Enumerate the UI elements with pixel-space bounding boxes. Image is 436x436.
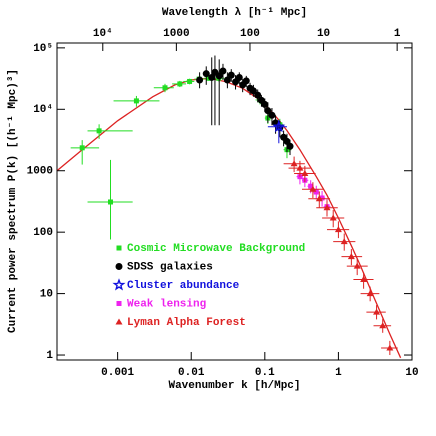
data-point: [223, 76, 231, 84]
legend: Cosmic Microwave Background SDSS galaxies…: [112, 243, 305, 329]
y-tick-label: 1: [46, 350, 53, 362]
data-point: [264, 107, 272, 115]
y-tick-label: 1000: [27, 166, 53, 178]
legend-marker: [112, 278, 126, 291]
data-point: [268, 111, 276, 119]
legend-symbol: [116, 245, 122, 251]
y-tick-label: 100: [33, 227, 53, 239]
data-point: [313, 189, 319, 195]
x-tick-label: 0.1: [255, 367, 275, 379]
legend-label: Cluster abundance: [127, 280, 240, 292]
data-point: [202, 70, 210, 78]
top-tick-label: 10⁴: [93, 28, 113, 40]
data-point: [308, 183, 314, 189]
data-point: [79, 145, 85, 151]
data-point: [319, 195, 325, 201]
plot-area: [57, 55, 402, 359]
x-tick-label: 10: [405, 367, 418, 379]
legend-symbol: [115, 263, 123, 270]
data-point: [254, 91, 262, 99]
data-point: [162, 85, 168, 91]
data-point: [108, 199, 114, 205]
y-axis-label: Current power spectrum P(k) [(h⁻¹ Mpc)³]: [7, 69, 19, 333]
data-point: [272, 119, 286, 133]
top-tick-label: 10: [317, 28, 330, 40]
data-point: [196, 76, 204, 84]
data-point: [242, 77, 250, 85]
data-point: [301, 170, 309, 177]
data-point: [366, 290, 374, 297]
x-tick-label: 1: [335, 367, 342, 379]
legend-label: Weak lensing: [127, 298, 206, 310]
legend-marker: [115, 263, 123, 270]
legend-marker: [115, 318, 123, 325]
data-point: [261, 100, 269, 108]
data-point: [373, 308, 381, 315]
y-tick-label: 10: [40, 289, 53, 301]
y-tick-label: 10⁵: [33, 43, 53, 55]
data-point: [347, 253, 355, 260]
legend-marker: [116, 301, 122, 306]
data-point: [286, 142, 294, 150]
data-point: [96, 128, 102, 134]
data-point: [334, 226, 342, 233]
data-point: [187, 78, 193, 84]
x-tick-label: 0.001: [101, 367, 134, 379]
plot-frame: [56, 42, 413, 361]
data-point: [315, 195, 323, 202]
legend-symbol: [112, 278, 126, 291]
top-tick-label: 1000: [163, 28, 189, 40]
data-point: [340, 238, 348, 245]
data-point: [323, 204, 331, 211]
data-point: [249, 87, 257, 95]
legend-symbol: [115, 318, 123, 325]
data-point: [309, 185, 317, 192]
x-tick-label: 0.01: [178, 367, 205, 379]
top-tick-label: 1: [394, 28, 401, 40]
data-point: [290, 160, 298, 167]
data-point: [133, 98, 139, 104]
data-point: [329, 214, 337, 221]
data-point: [227, 71, 235, 79]
data-point: [208, 73, 216, 81]
x-axis-label: Wavenumber k [h/Mpc]: [168, 380, 300, 392]
top-tick-label: 100: [240, 28, 260, 40]
legend-marker: [116, 245, 122, 251]
legend-label: Cosmic Microwave Background: [127, 243, 305, 255]
data-point: [360, 275, 368, 282]
data-point: [219, 67, 227, 75]
legend-symbol: [116, 301, 122, 306]
data-point: [353, 262, 361, 269]
data-point: [379, 322, 387, 329]
legend-label: Lyman Alpha Forest: [127, 317, 246, 329]
data-point: [296, 164, 304, 171]
data-point: [235, 73, 243, 81]
top-axis-label: Wavelength λ [h⁻¹ Mpc]: [162, 7, 307, 19]
y-tick-label: 10⁴: [33, 104, 53, 116]
legend-label: SDSS galaxies: [127, 261, 213, 273]
data-point: [177, 81, 183, 87]
data-point: [215, 72, 223, 80]
data-point: [386, 344, 394, 351]
